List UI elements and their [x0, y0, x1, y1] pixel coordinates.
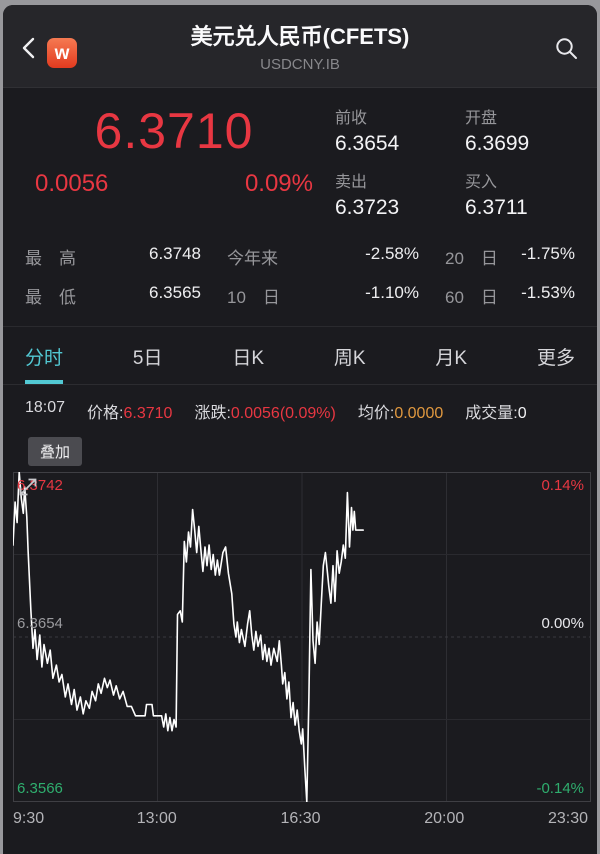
tab-月K[interactable]: 月K [435, 348, 468, 369]
field-label: 买入 [465, 174, 498, 191]
info-change-value: 0.0056(0.09%) [230, 405, 336, 422]
fullscreen-expand-icon[interactable] [13, 472, 43, 502]
pct-label-high: 0.14% [541, 477, 584, 494]
field-bid: 买入 6.3711 [465, 168, 575, 220]
stat-item: 今年来 -2.58% [227, 244, 419, 269]
stat-label: 10 日 [227, 288, 280, 307]
info-price-value: 6.3710 [123, 405, 173, 422]
tab-更多[interactable]: 更多 [536, 348, 575, 369]
stat-value: -1.10% [365, 283, 419, 302]
stats-grid: 最 高 6.3748 今年来 -2.58% 20 日 -1.75% 最 低 6.3565 10 … [3, 230, 597, 327]
y-label-high: 6.3742 [17, 477, 63, 494]
x-axis: 9:30 13:00 16:30 20:00 23:30 [13, 802, 588, 836]
chart-border [13, 472, 591, 802]
info-avg-value: 0.0000 [394, 405, 444, 422]
wind-app-logo[interactable]: w [47, 38, 77, 68]
header: w 美元兑人民币(CFETS) USDCNY.IB [3, 5, 597, 88]
x-tick-label: 16:30 [280, 810, 321, 827]
price-change: 0.0056 [35, 170, 109, 197]
stat-value: -2.58% [365, 244, 419, 263]
x-tick-label: 9:30 [13, 810, 45, 827]
stat-item: 60 日 -1.53% [445, 283, 575, 308]
price-line [13, 472, 365, 802]
tab-分时[interactable]: 分时 [25, 327, 64, 384]
chart-canvas[interactable] [13, 472, 591, 802]
quote-summary: 6.3710 0.0056 0.09% 前收 6.3654 开盘 6.3699 … [3, 88, 597, 230]
field-label: 开盘 [465, 110, 498, 127]
quote-page: w 美元兑人民币(CFETS) USDCNY.IB 6.3710 0.0056 … [3, 5, 597, 854]
tab-日K[interactable]: 日K [232, 348, 264, 369]
stat-value: -1.75% [521, 244, 575, 263]
instrument-code: USDCNY.IB [260, 56, 340, 73]
info-volume-label: 成交量: [465, 405, 518, 422]
field-value: 6.3654 [335, 132, 400, 155]
x-tick-label: 20:00 [424, 810, 465, 827]
field-label: 前收 [335, 110, 368, 127]
field-prev-close: 前收 6.3654 [335, 104, 445, 156]
y-label-low: 6.3566 [17, 780, 63, 797]
info-change-label: 涨跌: [194, 405, 231, 422]
stat-item: 20 日 -1.75% [445, 244, 575, 269]
stat-label: 60 日 [445, 288, 498, 307]
x-tick-label: 13:00 [136, 810, 177, 827]
tab-5日[interactable]: 5日 [132, 348, 163, 369]
info-price: 价格:6.3710 [87, 399, 172, 423]
last-price: 6.3710 [94, 103, 254, 159]
period-tabs: 分时 5日 日K 周K 月K 更多 [3, 327, 597, 385]
pct-label-mid: 0.00% [541, 615, 584, 632]
price-change-percent: 0.09% [244, 170, 313, 197]
stat-value: 6.3565 [149, 283, 201, 302]
field-value: 6.3711 [465, 196, 528, 219]
field-ask: 卖出 6.3723 [335, 168, 445, 220]
info-volume-value: 0 [517, 405, 527, 422]
info-avg-label: 均价: [357, 405, 395, 422]
stat-label: 最 低 [25, 288, 76, 307]
stat-item: 最 低 6.3565 [25, 283, 201, 308]
field-value: 6.3699 [465, 132, 530, 155]
stat-label: 20 日 [445, 249, 498, 268]
intraday-chart[interactable]: 6.3742 6.3654 6.3566 0.14% 0.00% -0.14% [13, 472, 591, 802]
pct-label-low: -0.14% [536, 780, 584, 797]
page-title: 美元兑人民币(CFETS) [190, 24, 410, 49]
stat-item: 10 日 -1.10% [227, 283, 419, 308]
info-time: 18:07 [25, 399, 66, 416]
field-label: 卖出 [335, 174, 368, 191]
stat-item: 最 高 6.3748 [25, 244, 201, 269]
stat-value: -1.53% [521, 283, 575, 302]
info-avg: 均价:0.0000 [358, 399, 443, 423]
field-value: 6.3723 [335, 196, 400, 219]
tab-周K[interactable]: 周K [333, 348, 366, 369]
overlay-button[interactable]: 叠加 [28, 437, 83, 466]
stat-label: 今年来 [227, 249, 278, 268]
back-icon[interactable] [17, 35, 43, 61]
crosshair-info-bar: 18:07 价格:6.3710 涨跌:0.0056(0.09%) 均价:0.00… [3, 385, 597, 433]
info-change: 涨跌:0.0056(0.09%) [194, 399, 335, 423]
stat-value: 6.3748 [149, 244, 201, 263]
x-tick-label: 23:30 [547, 810, 588, 827]
search-icon[interactable] [553, 35, 579, 61]
stat-label: 最 高 [25, 249, 76, 268]
field-open: 开盘 6.3699 [465, 104, 575, 156]
info-price-label: 价格: [87, 405, 124, 422]
y-label-mid: 6.3654 [17, 615, 63, 632]
info-volume: 成交量:0 [465, 399, 526, 423]
